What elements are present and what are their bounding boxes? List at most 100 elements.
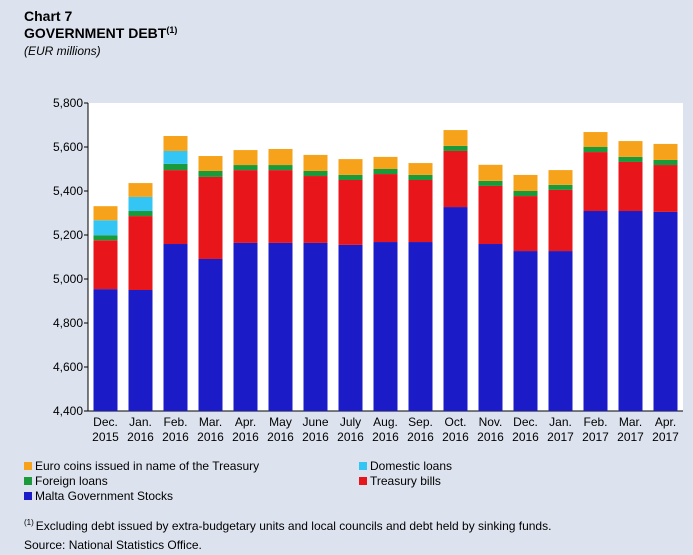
y-tick-label: 4,800	[53, 316, 83, 330]
bar-segment	[128, 211, 153, 217]
chart-subtitle: GOVERNMENT DEBT(1)	[24, 25, 177, 41]
x-tick-label: Jan.	[549, 415, 572, 429]
x-tick-label: Sep.	[408, 415, 433, 429]
bar-segment	[233, 150, 258, 166]
bar-segment	[233, 242, 258, 411]
x-tick-label: Dec.	[93, 415, 118, 429]
x-tick-label: 2016	[512, 430, 539, 444]
bar-segment	[583, 211, 608, 411]
unit-label: (EUR millions)	[24, 44, 101, 58]
legend-swatch	[24, 462, 32, 470]
bar-segment	[408, 180, 433, 243]
bar-segment	[478, 180, 503, 186]
bar-segment	[443, 130, 468, 146]
bar-segment	[583, 132, 608, 147]
bar-segment	[128, 183, 153, 197]
bar-segment	[233, 165, 258, 171]
legend-swatch	[24, 477, 32, 485]
bar-segment	[513, 251, 538, 411]
bar-segment	[268, 148, 293, 166]
x-tick-label: 2016	[372, 430, 399, 444]
x-tick-label: Jan.	[129, 415, 152, 429]
bar-segment	[128, 196, 153, 212]
x-tick-label: Feb.	[583, 415, 607, 429]
bar-segment	[268, 165, 293, 171]
legend-swatch	[24, 492, 32, 500]
bar-segment	[653, 165, 678, 212]
bar-segment	[653, 211, 678, 411]
bar-segment	[93, 289, 118, 411]
bar-segment	[408, 242, 433, 411]
bar-segment	[93, 240, 118, 290]
x-tick-label: Dec.	[513, 415, 538, 429]
y-tick-label: 5,200	[53, 228, 83, 242]
bar-segment	[478, 185, 503, 245]
x-tick-label: 2016	[407, 430, 434, 444]
x-tick-label: Aug.	[373, 415, 398, 429]
bar-segment	[338, 159, 363, 175]
bar-segment	[513, 196, 538, 252]
bar-segment	[303, 176, 328, 243]
x-tick-label: 2016	[232, 430, 259, 444]
bar-segment	[128, 216, 153, 290]
bar-segment	[653, 159, 678, 166]
bar-segment	[618, 211, 643, 411]
bar-segment	[373, 169, 398, 175]
bar-segment	[303, 242, 328, 411]
bar-segment	[268, 170, 293, 243]
x-tick-label: 2016	[267, 430, 294, 444]
bar-segment	[163, 244, 188, 411]
bar-segment	[548, 251, 573, 411]
bar-segment	[198, 258, 223, 411]
bar-segment	[548, 184, 573, 190]
bar-segment	[163, 170, 188, 245]
source: Source: National Statistics Office.	[24, 538, 202, 552]
footnote: (1) Excluding debt issued by extra-budget…	[24, 518, 551, 533]
bar-segment	[513, 191, 538, 197]
x-tick-label: Mar.	[619, 415, 642, 429]
chart-title: Chart 7	[24, 8, 72, 24]
legend-swatch	[359, 477, 367, 485]
legend-label: Malta Government Stocks	[35, 489, 173, 503]
y-tick-label: 5,000	[53, 272, 83, 286]
y-tick-label: 5,400	[53, 184, 83, 198]
footnote-mark: (1)	[24, 518, 34, 527]
bar-segment	[163, 163, 188, 171]
bar-segment	[373, 174, 398, 243]
x-tick-label: 2016	[442, 430, 469, 444]
bar-segment	[338, 180, 363, 245]
x-tick-label: 2016	[302, 430, 329, 444]
bar-segment	[198, 156, 223, 171]
bar-segment	[443, 207, 468, 411]
x-tick-label: June	[302, 415, 328, 429]
bar-segment	[93, 206, 118, 221]
x-tick-label: 2016	[337, 430, 364, 444]
x-tick-label: 2016	[477, 430, 504, 444]
subtitle-text: GOVERNMENT DEBT	[24, 25, 167, 41]
bar-segment	[338, 244, 363, 411]
x-tick-label: Oct.	[444, 415, 466, 429]
x-tick-label: 2017	[617, 430, 644, 444]
bar-segment	[373, 156, 398, 169]
legend-label: Foreign loans	[35, 474, 108, 488]
x-tick-label: 2017	[547, 430, 574, 444]
y-tick-label: 4,600	[53, 360, 83, 374]
bar-segment	[93, 220, 118, 236]
bar-segment	[303, 154, 328, 171]
bar-segment	[548, 189, 573, 252]
legend-label: Euro coins issued in name of the Treasur…	[35, 459, 259, 473]
bar-segment	[478, 164, 503, 181]
x-tick-label: 2017	[652, 430, 679, 444]
bar-segment	[618, 161, 643, 212]
bar-segment	[443, 145, 468, 151]
x-tick-label: Apr.	[235, 415, 256, 429]
bar-segment	[653, 143, 678, 160]
bar-segment	[373, 242, 398, 411]
x-tick-label: 2016	[127, 430, 154, 444]
bar-segment	[478, 244, 503, 411]
x-tick-label: 2016	[197, 430, 224, 444]
bar-segment	[618, 141, 643, 157]
bar-segment	[583, 147, 608, 153]
bar-segment	[583, 152, 608, 212]
